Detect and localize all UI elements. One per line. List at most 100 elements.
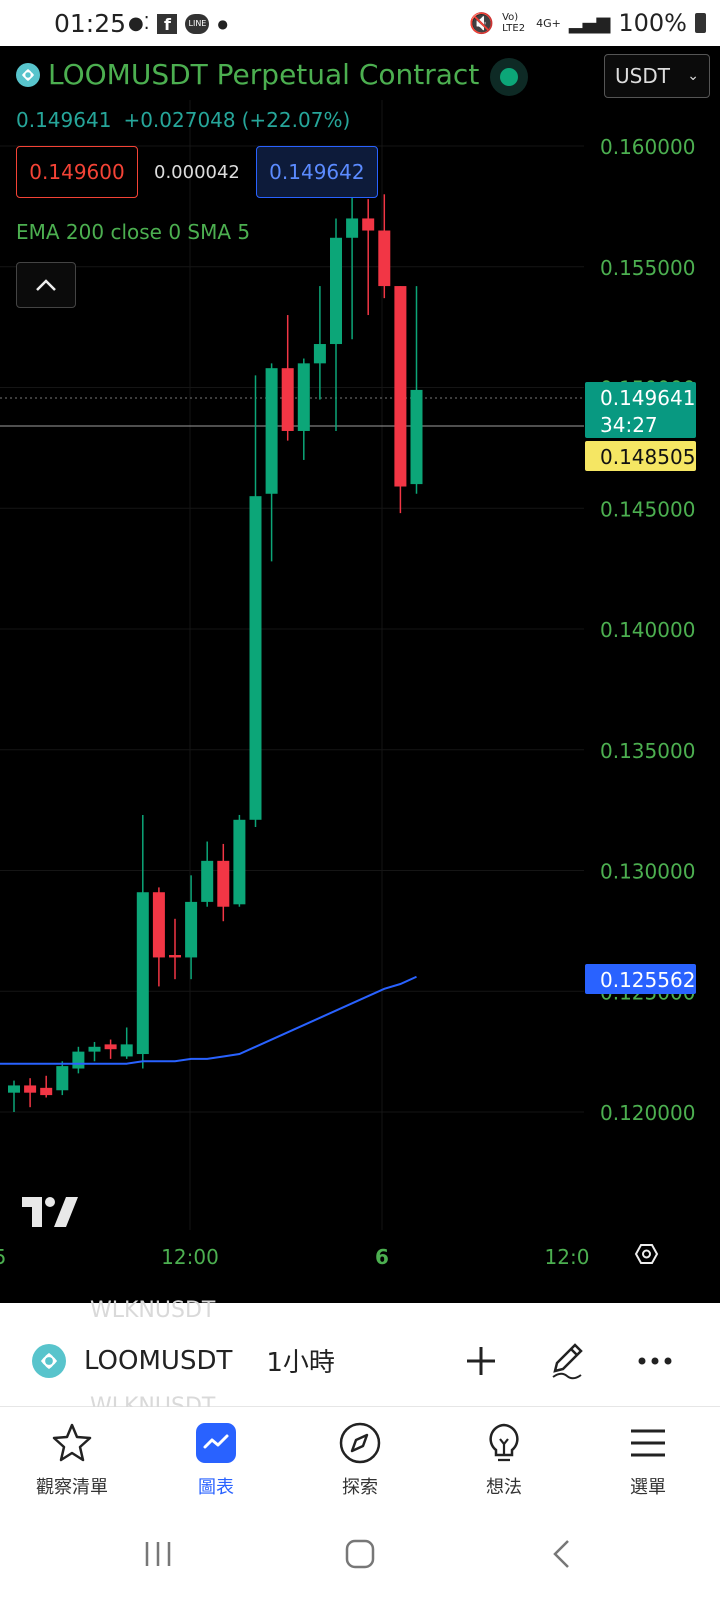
- battery-icon: [695, 13, 706, 33]
- candle-body: [249, 496, 262, 820]
- plus-icon: [467, 1347, 495, 1375]
- nav-item-ideas[interactable]: 想法: [432, 1421, 576, 1499]
- candle-body: [169, 955, 181, 958]
- nav-label-watchlist: 觀察清單: [36, 1477, 108, 1498]
- candle-body: [265, 368, 278, 494]
- candlestick-chart[interactable]: 0.1600000.1550000.1500000.1450000.140000…: [0, 46, 720, 1303]
- candle-body: [8, 1085, 20, 1093]
- nav-label-chart: 圖表: [198, 1477, 234, 1498]
- menu-icon: [631, 1429, 665, 1457]
- price-summary: 0.149641 +0.027048 (+22.07%): [16, 108, 350, 132]
- highlight-price-tag: [585, 441, 696, 471]
- dot-icon: ●: [217, 16, 228, 31]
- nav-item-menu[interactable]: 選單: [576, 1421, 720, 1499]
- price-axis-label: 0.160000: [600, 135, 695, 159]
- system-navigation-bar: [0, 1509, 720, 1600]
- more-button[interactable]: [630, 1336, 680, 1386]
- add-button[interactable]: [456, 1336, 506, 1386]
- current-price-tag-text: 0.149641: [600, 386, 695, 410]
- nav-item-chart[interactable]: 圖表: [144, 1421, 288, 1499]
- notification-dots-icon: ●⁚: [128, 13, 150, 34]
- chevron-up-icon: [36, 279, 56, 291]
- settings-icon-center: [642, 1249, 651, 1259]
- candle-body: [313, 344, 326, 364]
- interval-selector[interactable]: 1小時: [266, 1348, 335, 1378]
- collapse-legend-button[interactable]: [16, 262, 76, 308]
- price-axis-label: 0.140000: [600, 618, 695, 642]
- price-axis-label: 0.120000: [600, 1101, 695, 1125]
- candle-body: [40, 1087, 53, 1096]
- ema-line: [0, 975, 417, 1065]
- status-bar: 01:25 ●⁚ f LINE ● 🔇 Vo) LTE2 4G+ ▂▄▆ 100…: [0, 0, 720, 46]
- current-price-tag-text: 34:27: [600, 413, 658, 437]
- loom-logo-icon: [32, 1343, 66, 1378]
- candle-body: [297, 363, 310, 431]
- candle-body: [104, 1044, 117, 1050]
- chart-icon: [196, 1423, 236, 1463]
- symbol-toolbar: WLKNUSDT WLKNUSDT LOOMUSDT 1小時: [0, 1298, 720, 1419]
- battery-text: 100%: [618, 9, 687, 37]
- currency-select[interactable]: USDT ⌄: [604, 54, 710, 98]
- signal-icon: ▂▄▆: [568, 12, 611, 34]
- chart-title: LOOMUSDT Perpetual Contract: [48, 58, 480, 91]
- spread-value: 0.000042: [154, 161, 240, 183]
- buy-button[interactable]: 0.149642: [255, 146, 378, 198]
- nav-item-explore[interactable]: 探索: [288, 1421, 432, 1499]
- symbol-selector[interactable]: LOOMUSDT 1小時: [32, 1342, 335, 1379]
- price-axis-label: 0.130000: [600, 860, 695, 884]
- price-axis-label: 0.145000: [600, 497, 695, 521]
- price-axis-label: 0.155000: [600, 256, 695, 280]
- candle-body: [72, 1051, 85, 1069]
- candle-body: [281, 368, 294, 431]
- chart-area[interactable]: 0.1600000.1550000.1500000.1450000.140000…: [0, 46, 720, 1303]
- home-button[interactable]: [330, 1529, 390, 1579]
- nav-item-watchlist[interactable]: 觀察清單: [0, 1421, 144, 1499]
- candle-body: [410, 389, 423, 485]
- time-axis-label: 6: [375, 1245, 389, 1269]
- time-axis-label: 5: [0, 1245, 6, 1269]
- settings-icon: [634, 1244, 659, 1264]
- candle-body: [88, 1046, 101, 1052]
- loom-logo-icon: [16, 62, 40, 87]
- ghost-symbol-top: WLKNUSDT: [90, 1298, 216, 1323]
- market-status-icon[interactable]: [490, 58, 528, 96]
- currency-value: USDT: [615, 64, 670, 88]
- network-label: 4G+: [536, 16, 561, 30]
- indicator-legend[interactable]: EMA 200 close 0 SMA 5: [16, 220, 251, 244]
- candle-body: [217, 860, 230, 907]
- candle-body: [136, 892, 149, 1055]
- tradingview-logo[interactable]: [22, 1197, 78, 1231]
- star-icon: [52, 1423, 92, 1462]
- mute-icon: 🔇: [469, 11, 495, 35]
- lightbulb-icon: [489, 1423, 519, 1462]
- recent-apps-button[interactable]: [128, 1529, 188, 1579]
- price-axis-label: 0.135000: [600, 739, 695, 763]
- candle-body: [24, 1085, 37, 1093]
- candle-body: [330, 237, 342, 345]
- candle-body: [152, 892, 165, 958]
- last-price: 0.149641: [16, 108, 112, 132]
- sell-button[interactable]: 0.149600: [16, 146, 138, 198]
- nav-label-menu: 選單: [630, 1477, 666, 1498]
- candle-body: [120, 1044, 133, 1057]
- compass-icon: [339, 1422, 381, 1464]
- ema-price-tag-text: 0.125562: [600, 968, 695, 992]
- pen-icon: [552, 1343, 583, 1380]
- volte-label: Vo) LTE2: [502, 12, 526, 34]
- candle-body: [394, 286, 407, 487]
- candle-body: [378, 230, 391, 287]
- bid-ask-panel: 0.149600 0.000042 0.149642: [16, 146, 378, 198]
- candle-body: [56, 1066, 69, 1091]
- home-icon: [345, 1539, 375, 1569]
- ema-price-tag: [585, 964, 696, 994]
- time-axis-label: 12:0: [545, 1245, 590, 1269]
- status-time: 01:25: [54, 9, 127, 38]
- time-axis-label: 12:00: [161, 1245, 219, 1269]
- current-price-tag: [585, 382, 696, 438]
- more-icon: [638, 1357, 672, 1365]
- back-icon: [553, 1540, 569, 1568]
- drawing-tools-button[interactable]: [542, 1336, 592, 1386]
- price-change: +0.027048: [123, 108, 236, 132]
- back-button[interactable]: [532, 1529, 592, 1579]
- chart-title-row[interactable]: LOOMUSDT Perpetual Contract: [16, 58, 479, 91]
